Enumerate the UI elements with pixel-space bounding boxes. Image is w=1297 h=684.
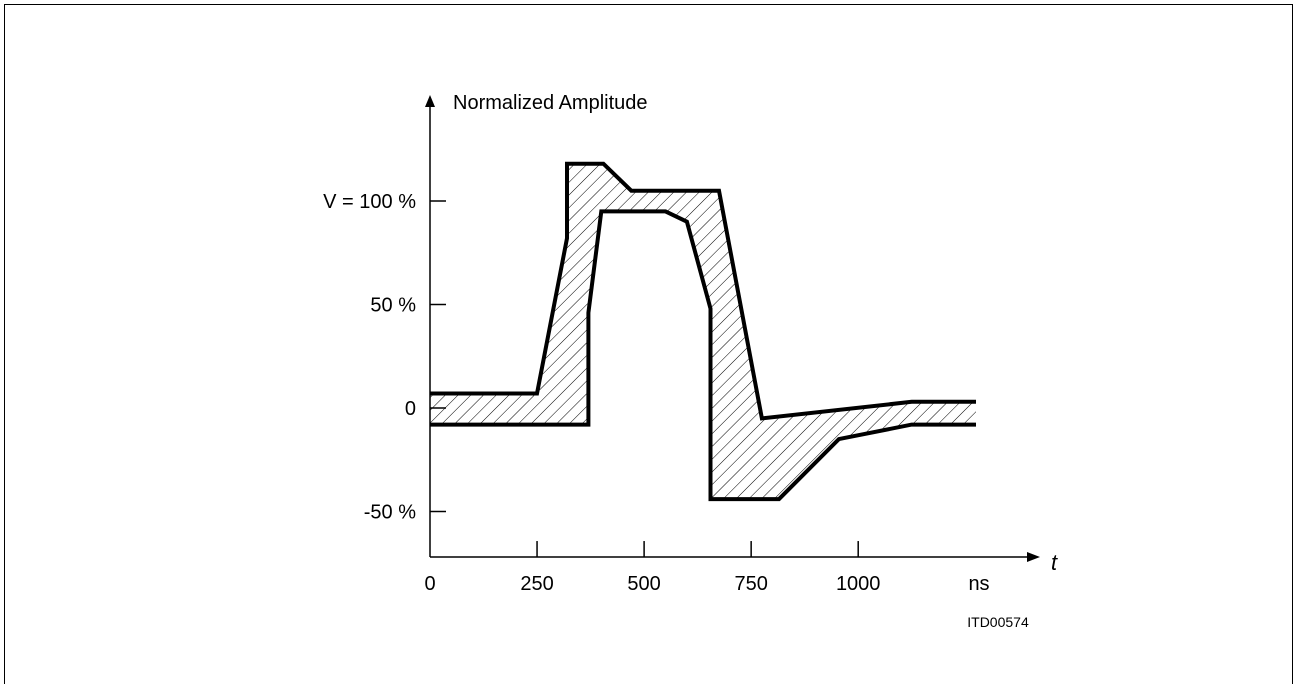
figure-id: ITD00574 [967,614,1029,630]
figure-frame [4,4,1293,684]
x-tick-label: 500 [627,573,660,595]
x-tick-label: 1000 [836,573,881,595]
upper-limit-line [430,161,976,421]
y-tick-label: V = 100 % [323,191,416,213]
x-axis-arrow [1027,552,1040,563]
x-unit-label: ns [968,573,989,595]
y-axis-title: Normalized Amplitude [453,92,648,114]
x-ticks: 0 250 500 750 1000 [424,541,880,595]
lower-limit-line [430,209,976,502]
x-tick-label: 750 [734,573,767,595]
y-tick-label: 50 % [370,295,416,317]
x-tick-label: 250 [520,573,553,595]
tolerance-band-fill [430,163,976,500]
y-tick-label: -50 % [364,502,416,524]
y-tick-label: 0 [405,398,416,420]
x-tick-label: 0 [424,573,435,595]
x-axis-title: t [1051,550,1058,575]
y-ticks: -50 % 0 50 % V = 100 % [323,191,446,524]
y-axis-arrow [425,95,435,107]
